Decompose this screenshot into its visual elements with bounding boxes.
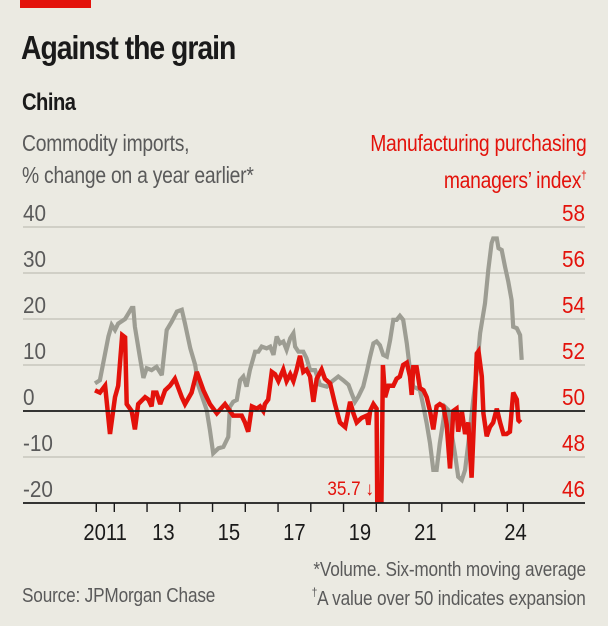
x-tick-label: 19 — [349, 519, 372, 546]
chart-subtitle: China — [22, 89, 76, 116]
x-tick-label: 15 — [218, 519, 241, 546]
annotation-pmi-low: 35.7 ↓ — [327, 478, 374, 499]
x-tick-label: 17 — [283, 519, 306, 546]
left-tick-labels: -20 -10 0 10 20 30 40 — [23, 200, 53, 502]
y-tick-label-left: 0 — [23, 384, 35, 410]
y-tick-label-right: 58 — [562, 200, 585, 226]
left-axis-label-line2: % change on a year earlier* — [22, 162, 254, 188]
y-tick-label-right: 48 — [562, 430, 585, 456]
y-tick-label-left: -20 — [23, 476, 53, 502]
x-tick-label: 2011 — [83, 519, 127, 546]
source-note: Source: JPMorgan Chase — [22, 585, 216, 607]
y-tick-label-right: 52 — [562, 338, 585, 364]
footnote-expansion-text: A value over 50 indicates expansion — [317, 588, 587, 610]
y-tick-label-right: 46 — [562, 476, 585, 502]
series-line-pmi — [94, 330, 523, 504]
dagger-mark: † — [312, 585, 318, 599]
footnote-volume: *Volume. Six-month moving average — [313, 559, 586, 581]
right-tick-labels: 46 48 50 52 54 56 58 — [562, 200, 585, 502]
dagger-mark: † — [580, 168, 587, 182]
y-tick-label-right: 50 — [562, 384, 585, 410]
right-axis-label-line2: managers’ index† — [370, 159, 586, 196]
y-tick-label-left: 30 — [23, 246, 46, 272]
left-axis-label-line1: Commodity imports, — [22, 130, 190, 156]
brand-tag — [20, 0, 91, 8]
right-axis-label-line1: Manufacturing purchasing — [369, 130, 587, 156]
right-axis-label: Manufacturing purchasing managers’ index… — [369, 127, 587, 196]
x-tick-label: 24 — [504, 519, 527, 546]
x-tick-labels: 2011 13 15 17 19 21 24 — [83, 519, 526, 546]
x-tick-label: 13 — [152, 519, 175, 546]
left-axis-label: Commodity imports, % change on a year ea… — [22, 127, 254, 191]
right-axis-label-text: managers’ index — [443, 167, 581, 193]
axes — [23, 410, 585, 512]
series-line-commodity-imports — [93, 236, 524, 484]
footnote-expansion: †A value over 50 indicates expansion — [312, 585, 586, 611]
y-tick-label-left: -10 — [23, 430, 53, 456]
y-tick-label-left: 20 — [23, 292, 46, 318]
y-tick-label-left: 10 — [23, 338, 46, 364]
chart-title: Against the grain — [21, 29, 236, 66]
y-tick-label-right: 54 — [562, 292, 585, 318]
y-tick-label-right: 56 — [562, 246, 585, 272]
y-tick-label-left: 40 — [23, 200, 46, 226]
annotations: 35.7 ↓ — [327, 478, 374, 499]
x-tick-label: 21 — [414, 519, 437, 546]
